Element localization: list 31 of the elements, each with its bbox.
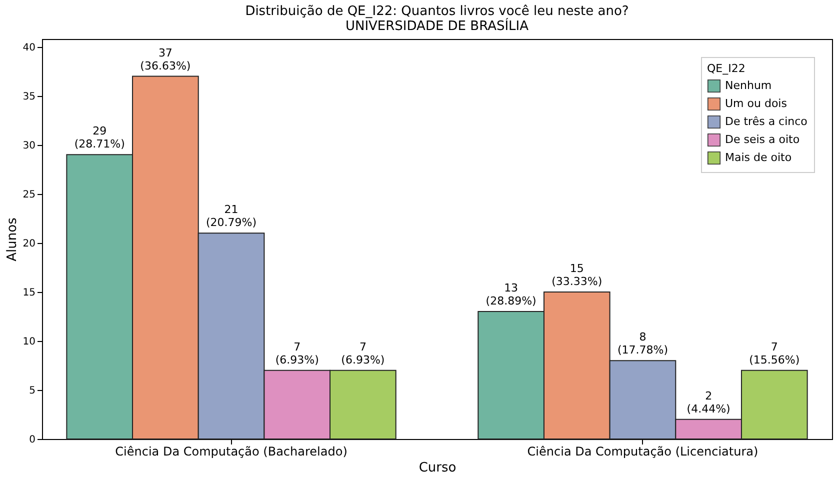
- y-tick-label: 40: [22, 42, 36, 54]
- data-label: 29 (28.71%): [74, 124, 125, 151]
- legend-label: De três a cinco: [725, 115, 808, 128]
- legend-label: Mais de oito: [725, 151, 792, 164]
- y-tick-label: 15: [22, 287, 36, 298]
- legend-title: QE_I22: [707, 62, 746, 75]
- data-label: 8 (17.78%): [617, 330, 668, 357]
- data-label: 15 (33.33%): [552, 262, 602, 288]
- legend-label: Um ou dois: [725, 97, 788, 110]
- data-label: 37 (36.63%): [140, 46, 191, 72]
- x-axis-title: Curso: [418, 460, 456, 476]
- x-tick-label: Ciência Da Computação (Bacharelado): [115, 444, 348, 458]
- data-label: 7 (15.56%): [749, 340, 800, 366]
- y-tick-label: 35: [22, 91, 36, 102]
- chart-subtitle: UNIVERSIDADE DE BRASÍLIA: [345, 17, 529, 34]
- data-label: 2 (4.44%): [686, 389, 730, 416]
- y-tick-label: 5: [29, 385, 36, 396]
- data-label: 7 (6.93%): [275, 340, 319, 366]
- y-tick-label: 10: [22, 336, 36, 348]
- y-tick-label: 20: [22, 238, 36, 250]
- legend-label: De seis a oito: [725, 133, 800, 146]
- y-axis-title: Alunos: [4, 217, 20, 262]
- chart-title: Distribuição de QE_I22: Quantos livros você leu neste ano?: [245, 4, 629, 19]
- data-label: 21 (20.79%): [206, 203, 257, 230]
- y-tick-label: 0: [29, 434, 36, 446]
- data-label: 7 (6.93%): [341, 340, 385, 366]
- y-tick-label: 30: [22, 140, 36, 152]
- legend-label: Nenhum: [725, 79, 772, 92]
- y-tick-label: 25: [22, 189, 36, 200]
- data-label: 13 (28.89%): [486, 282, 536, 308]
- x-tick-label: Ciência Da Computação (Licenciatura): [527, 444, 758, 458]
